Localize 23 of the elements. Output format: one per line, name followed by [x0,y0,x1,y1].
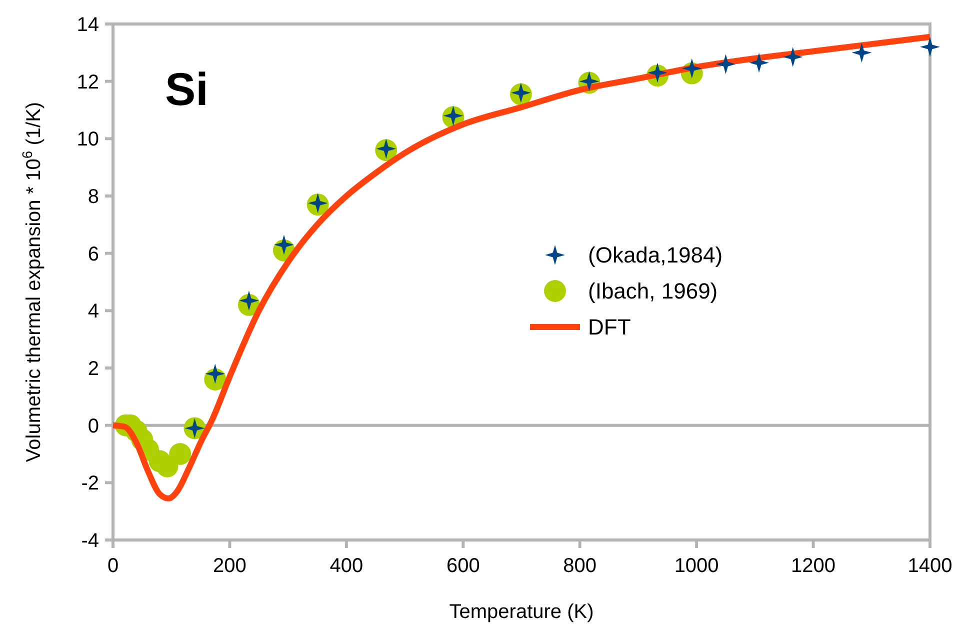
annotation: Si [165,63,208,115]
y-tick-label: 2 [88,358,99,380]
y-tick-label: 6 [88,243,99,266]
x-tick-label: 0 [107,555,119,577]
x-axis-title: Temperature (K) [449,601,594,623]
x-tick-label: 600 [446,555,480,577]
y-tick-label: 14 [76,14,99,36]
x-tick-label: 200 [213,555,246,577]
y-tick-label: 10 [76,128,99,151]
x-tick-label: 400 [330,555,364,577]
legend-label: (Okada,1984) [588,242,723,268]
y-tick-label: -4 [81,530,99,552]
y-tick-label: 0 [88,415,99,438]
legend-label: (Ibach, 1969) [588,278,718,304]
legend-label: DFT [588,314,631,340]
x-tick-label: 800 [563,555,597,577]
x-tick-label: 1200 [791,555,836,577]
y-tick-label: 4 [88,300,99,323]
x-tick-label: 1400 [908,555,952,577]
y-tick-label: 8 [88,186,99,208]
y-tick-label: 12 [76,71,99,94]
y-tick-label: -2 [81,472,99,495]
x-tick-label: 1000 [674,555,719,577]
